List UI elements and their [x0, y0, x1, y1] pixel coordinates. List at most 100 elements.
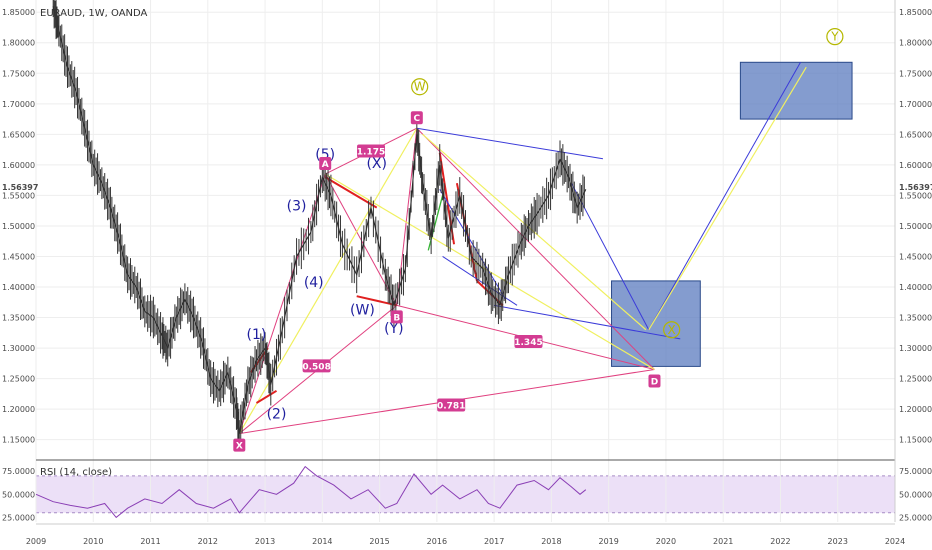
x-tick-label: 2013 — [255, 537, 275, 546]
pattern-point-label: D — [651, 377, 658, 387]
y-tick-label-right: 1.80000 — [899, 39, 932, 48]
x-tick-label: 2015 — [369, 537, 389, 546]
y-tick-label-left: 1.15000 — [2, 436, 35, 445]
y-tick-label-left: 1.40000 — [2, 283, 35, 292]
pattern-point-label: A — [322, 160, 329, 170]
pattern-point-badge — [648, 374, 661, 388]
projection-line-up — [648, 62, 801, 331]
wave-circle — [663, 321, 681, 339]
target-zone — [739, 61, 853, 120]
x-tick-label: 2014 — [312, 537, 332, 546]
x-tick-label: 2020 — [656, 537, 676, 546]
x-tick-label: 2021 — [713, 537, 733, 546]
ratio-label: 1.345 — [514, 338, 542, 348]
pattern-point-badge — [410, 111, 423, 125]
pattern-point-label: B — [393, 313, 400, 323]
wave-circle-label: X — [668, 323, 676, 337]
ratio-label: 0.508 — [302, 362, 330, 372]
ratio-label: 0.781 — [437, 401, 465, 411]
y-tick-label-right: 1.50000 — [899, 222, 932, 231]
ratio-badge — [302, 359, 331, 373]
price-layer — [52, 0, 587, 451]
wave-red-4 — [356, 295, 398, 307]
x-tick-label: 2010 — [83, 537, 103, 546]
wave-circle-label: Y — [830, 30, 839, 44]
y-tick-label-left: 1.70000 — [2, 100, 35, 109]
last-price-left: 1.56397 — [2, 183, 38, 192]
ratio-badge — [437, 398, 466, 412]
y-tick-label-left: 1.65000 — [2, 130, 35, 139]
zone-layer — [611, 61, 853, 367]
pattern-point-badge — [319, 157, 332, 171]
pattern-line-ad — [324, 173, 655, 370]
x-tick-label: 2011 — [140, 537, 160, 546]
x-tick-label: 2019 — [598, 537, 618, 546]
y-tick-label-right: 1.70000 — [899, 100, 932, 109]
pattern-point-label: C — [414, 114, 421, 124]
x-tick-label: 2023 — [828, 537, 848, 546]
rsi-band-layer — [36, 475, 895, 514]
ratio-label: 1.175 — [357, 147, 385, 157]
x-tick-label: 2018 — [541, 537, 561, 546]
rsi-line — [35, 465, 587, 519]
y-tick-label-right: 1.40000 — [899, 283, 932, 292]
y-tick-label-left: 1.85000 — [2, 8, 35, 17]
y-tick-label-right: 1.25000 — [899, 375, 932, 384]
x-tick-label: 2016 — [427, 537, 447, 546]
y-tick-label-right: 1.15000 — [899, 436, 932, 445]
y-tick-label-right: 1.20000 — [899, 405, 932, 414]
rsi-band — [36, 475, 895, 513]
wave-label: (2) — [267, 406, 287, 422]
rsi-tick-label-left: 75.0000 — [2, 467, 35, 476]
pattern-line-cd — [416, 127, 655, 370]
y-tick-label-right: 1.35000 — [899, 314, 932, 323]
rsi-tick-label-left: 50.0000 — [2, 490, 35, 499]
y-tick-label-left: 1.25000 — [2, 375, 35, 384]
pattern-line-xa — [238, 173, 326, 434]
target-zone — [611, 280, 701, 367]
wave-circle — [826, 28, 844, 46]
rsi-tick-label-right: 75.0000 — [899, 467, 932, 476]
rsi-tick-label-left: 25.0000 — [2, 513, 35, 522]
y-tick-label-left: 1.55000 — [2, 191, 35, 200]
rsi-tick-label-right: 25.0000 — [899, 513, 932, 522]
y-tick-label-right: 1.60000 — [899, 161, 932, 170]
wave-red-2 — [255, 389, 278, 404]
wave-label: (W) — [350, 302, 375, 318]
rsi-tick-label-right: 50.0000 — [899, 490, 932, 499]
y-tick-label-right: 1.75000 — [899, 69, 932, 78]
wave-label: (Y) — [384, 321, 403, 337]
rsi-layer — [35, 465, 587, 519]
label-layer: (1)(2)(3)(4)(5)(X)(W)(Y)1.1750.5081.3450… — [233, 28, 844, 452]
channel-line-top — [416, 127, 604, 160]
y-tick-label-right: 1.65000 — [899, 130, 932, 139]
x-tick-label: 2022 — [770, 537, 790, 546]
x-tick-label: 2012 — [198, 537, 218, 546]
wave-label: (X) — [366, 156, 387, 172]
y-tick-label-left: 1.20000 — [2, 405, 35, 414]
y-tick-label-right: 1.45000 — [899, 252, 932, 261]
chart-title: EURAUD, 1W, OANDA — [40, 8, 148, 19]
pattern-point-badge — [390, 310, 403, 324]
y-tick-label-right: 1.55000 — [899, 191, 932, 200]
rsi-title: RSI (14, close) — [40, 467, 112, 478]
wave-label: (1) — [247, 327, 267, 343]
y-tick-label-left: 1.75000 — [2, 69, 35, 78]
x-tick-label: 2017 — [484, 537, 504, 546]
y-tick-label-right: 1.85000 — [899, 8, 932, 17]
y-tick-label-right: 1.30000 — [899, 344, 932, 353]
ratio-badge — [514, 334, 543, 348]
wave-circle — [411, 78, 429, 96]
pattern-point-badge — [233, 438, 246, 452]
ratio-badge — [357, 144, 386, 158]
y-tick-label-left: 1.45000 — [2, 252, 35, 261]
last-price-right: 1.56397 — [899, 183, 932, 192]
projection-line-yellow-2 — [648, 66, 807, 331]
x-tick-label: 2024 — [885, 537, 905, 546]
y-tick-label-left: 1.80000 — [2, 39, 35, 48]
x-tick-label: 2009 — [26, 537, 46, 546]
y-tick-label-left: 1.50000 — [2, 222, 35, 231]
axis-layer: 2009 2010 2011 2012 2013 2014 2015 2016 2017 2018… — [2, 8, 932, 546]
channel-line-bottom — [494, 304, 681, 340]
